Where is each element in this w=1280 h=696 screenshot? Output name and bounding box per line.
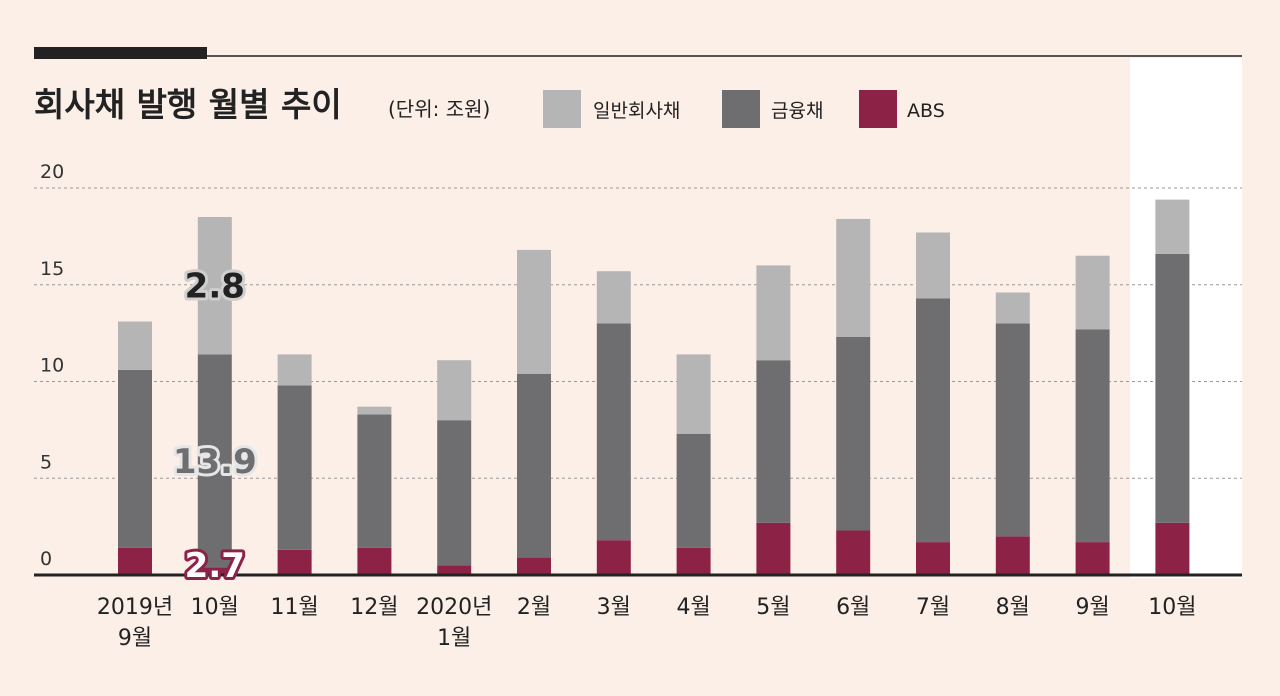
bar-segment	[118, 369, 152, 548]
chart-title: 회사채 발행 월별 추이	[34, 85, 342, 124]
bar-segment	[517, 373, 551, 558]
x-tick-label: 5월	[756, 595, 790, 620]
y-tick-label: 5	[40, 451, 52, 473]
x-axis: 2019년 9월 10월 11월 12월 2020년 1월 2월 3월 4월 5월 6월 7월 8월 9월 1…	[97, 595, 1197, 651]
y-tick-label: 15	[40, 258, 64, 280]
bar-segment	[1155, 199, 1190, 254]
header-bar	[34, 47, 207, 59]
data-label: 13.9	[173, 442, 257, 482]
bar-segment	[596, 323, 631, 541]
data-label: 2.7	[185, 546, 245, 586]
legend: 일반회사채 금융채 ABS	[543, 90, 945, 128]
bar-segment	[437, 360, 472, 421]
legend-swatch	[859, 90, 897, 128]
bar-segment	[118, 547, 152, 575]
x-tick-label: 11월	[270, 595, 318, 620]
bar-segment	[1075, 255, 1110, 330]
bar-segment	[995, 323, 1030, 537]
bar-segment	[756, 360, 791, 523]
bar-segment	[916, 298, 950, 543]
bar-segment	[197, 354, 232, 568]
bar-segment	[517, 557, 551, 575]
x-tick-label: 2019년 9월	[97, 595, 173, 651]
bar-segment	[756, 522, 791, 575]
bar-segment	[197, 217, 232, 355]
bar-segment	[357, 414, 392, 548]
bar-segment	[916, 542, 950, 575]
bar-segment	[437, 420, 472, 566]
y-axis: 0 5 10 15 20	[40, 161, 64, 570]
bar-segment	[517, 249, 551, 374]
bar-segment	[676, 433, 711, 548]
x-tick-label: 12월	[350, 595, 398, 620]
x-tick-label: 4월	[676, 595, 710, 620]
y-tick-label: 20	[40, 161, 64, 183]
legend-swatch	[722, 90, 760, 128]
bar-segment	[197, 567, 232, 575]
bar-segment	[756, 265, 791, 361]
x-tick-label: 2월	[517, 595, 551, 620]
x-tick-label: 9월	[1075, 595, 1109, 620]
bar-segment	[596, 271, 631, 324]
bar-segment	[1155, 522, 1190, 575]
bars	[118, 199, 1190, 575]
y-tick-label: 10	[40, 355, 64, 377]
bar-segment	[836, 336, 871, 531]
bar-segment	[836, 530, 871, 575]
bar-segment	[357, 406, 392, 415]
legend-label: 일반회사채	[593, 100, 680, 122]
legend-label: ABS	[907, 100, 945, 122]
x-tick-label: 10월	[191, 595, 239, 620]
bar-segment	[277, 354, 312, 386]
bar-segment	[277, 549, 312, 575]
bar-segment	[118, 321, 152, 370]
bar-segment	[1075, 329, 1110, 543]
annotations: 2.8 13.9 2.7	[170, 264, 260, 589]
y-tick-label: 0	[40, 548, 52, 570]
bar-segment	[836, 218, 871, 337]
bar-segment	[1155, 253, 1190, 523]
bar-segment	[676, 547, 711, 575]
data-label: 2.8	[185, 267, 245, 307]
bar-segment	[1075, 542, 1110, 575]
bar-segment	[995, 292, 1030, 324]
bar-segment	[437, 565, 472, 575]
legend-label: 금융채	[771, 100, 823, 122]
x-tick-label: 3월	[597, 595, 631, 620]
bar-segment	[916, 232, 950, 299]
unit-label: (단위: 조원)	[388, 97, 490, 121]
bar-segment	[596, 540, 631, 575]
legend-swatch	[543, 90, 581, 128]
bar-segment	[357, 547, 392, 575]
x-tick-label: 7월	[916, 595, 950, 620]
x-tick-label: 2020년 1월	[416, 595, 492, 651]
x-tick-label: 6월	[836, 595, 870, 620]
bar-segment	[995, 536, 1030, 575]
bar-segment	[277, 385, 312, 550]
x-tick-label: 10월	[1148, 595, 1196, 620]
bar-segment	[676, 354, 711, 434]
x-tick-label: 8월	[996, 595, 1030, 620]
